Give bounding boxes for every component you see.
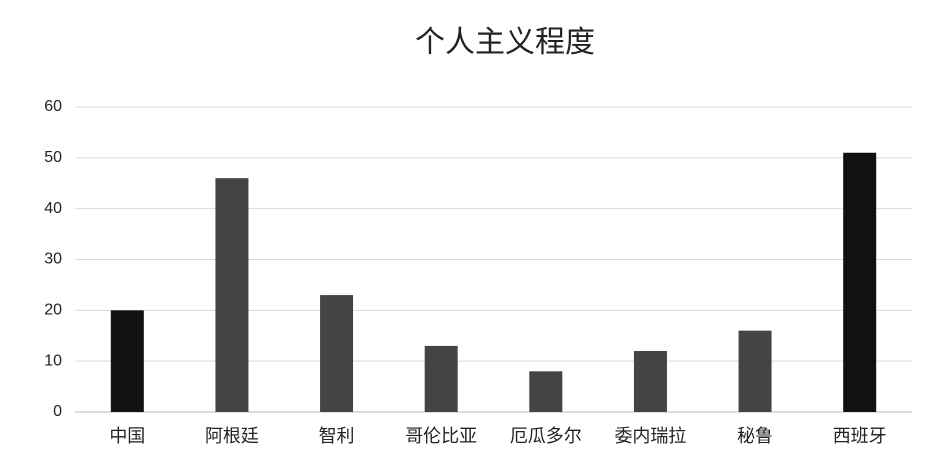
- x-tick-label: 哥伦比亚: [405, 426, 477, 446]
- x-tick-label: 智利: [319, 426, 355, 446]
- bar: [633, 351, 667, 412]
- bar: [738, 330, 772, 412]
- bar: [320, 295, 354, 412]
- x-tick-label: 委内瑞拉: [614, 426, 686, 446]
- x-tick-label: 阿根廷: [205, 426, 259, 446]
- bar: [110, 310, 144, 412]
- x-tick-label: 西班牙: [833, 426, 887, 446]
- y-tick-label: 0: [53, 403, 62, 420]
- x-tick-label: 中国: [109, 426, 145, 446]
- bar: [215, 178, 249, 412]
- y-tick-label: 40: [44, 200, 62, 217]
- bar: [843, 152, 877, 412]
- y-tick-label: 30: [44, 251, 62, 268]
- bar: [424, 345, 458, 412]
- y-tick-label: 20: [44, 302, 62, 319]
- x-tick-label: 秘鲁: [737, 426, 773, 446]
- chart-title: 个人主义程度: [415, 26, 595, 59]
- x-tick-label: 厄瓜多尔: [510, 426, 582, 446]
- y-tick-label: 10: [44, 352, 62, 369]
- y-tick-label: 60: [44, 98, 62, 115]
- bar: [529, 371, 563, 412]
- y-tick-label: 50: [44, 149, 62, 166]
